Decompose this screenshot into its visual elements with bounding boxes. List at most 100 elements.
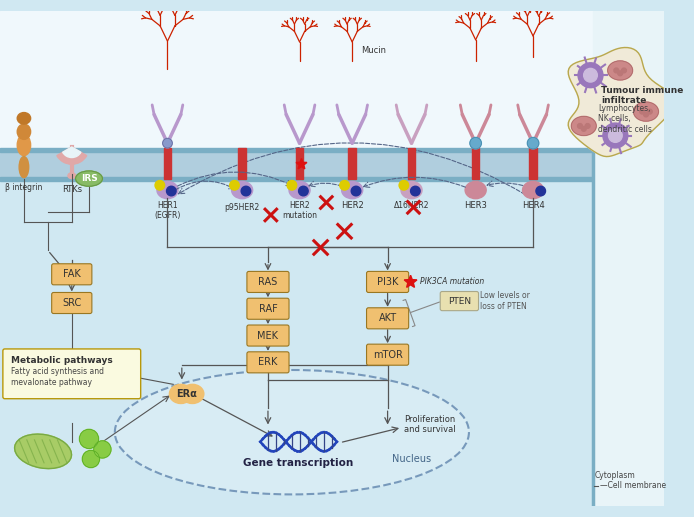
- Circle shape: [470, 138, 482, 149]
- Ellipse shape: [169, 384, 192, 403]
- FancyBboxPatch shape: [247, 271, 289, 293]
- Ellipse shape: [571, 116, 596, 135]
- Circle shape: [584, 68, 598, 82]
- FancyBboxPatch shape: [247, 352, 289, 373]
- Circle shape: [643, 112, 648, 117]
- Text: Metabolic pathways: Metabolic pathways: [12, 356, 113, 364]
- Ellipse shape: [232, 181, 253, 199]
- Text: PIK3CA mutation: PIK3CA mutation: [420, 278, 484, 286]
- Circle shape: [614, 68, 619, 73]
- FancyBboxPatch shape: [366, 344, 409, 365]
- Ellipse shape: [68, 173, 76, 178]
- Ellipse shape: [465, 181, 486, 199]
- Ellipse shape: [181, 384, 204, 403]
- Circle shape: [609, 129, 623, 142]
- Circle shape: [287, 180, 296, 190]
- Wedge shape: [57, 147, 87, 164]
- Bar: [593, 11, 664, 506]
- FancyBboxPatch shape: [366, 271, 409, 293]
- Ellipse shape: [157, 181, 178, 199]
- Circle shape: [230, 180, 239, 190]
- Circle shape: [622, 68, 627, 73]
- Bar: [472, 148, 480, 178]
- Circle shape: [648, 109, 652, 114]
- Text: Proliferation
and survival: Proliferation and survival: [404, 415, 455, 434]
- Text: SRC: SRC: [62, 298, 81, 308]
- Text: AKT: AKT: [378, 313, 397, 323]
- Ellipse shape: [608, 61, 633, 80]
- FancyBboxPatch shape: [51, 264, 92, 285]
- Text: HER1
(EGFR): HER1 (EGFR): [154, 201, 180, 220]
- Bar: [0, 150, 593, 506]
- Text: Cytoplasm: Cytoplasm: [594, 471, 635, 480]
- Circle shape: [577, 124, 582, 128]
- Bar: [407, 148, 415, 178]
- Circle shape: [399, 180, 409, 190]
- Circle shape: [536, 186, 545, 196]
- Text: RTKs: RTKs: [62, 185, 82, 194]
- Circle shape: [603, 123, 628, 148]
- Text: HER4: HER4: [522, 201, 544, 209]
- Circle shape: [411, 186, 420, 196]
- Ellipse shape: [17, 113, 31, 124]
- Bar: [0, 150, 593, 178]
- Text: —Cell membrane: —Cell membrane: [600, 481, 666, 490]
- Bar: [530, 148, 537, 178]
- Ellipse shape: [634, 102, 659, 121]
- FancyBboxPatch shape: [440, 292, 479, 311]
- Ellipse shape: [19, 157, 28, 178]
- Bar: [0, 177, 593, 180]
- FancyBboxPatch shape: [3, 349, 141, 399]
- Circle shape: [162, 139, 172, 148]
- Bar: [164, 148, 171, 178]
- Text: FAK: FAK: [63, 269, 81, 279]
- Text: β integrin: β integrin: [6, 184, 42, 192]
- Circle shape: [527, 138, 539, 149]
- Ellipse shape: [289, 181, 310, 199]
- Circle shape: [298, 186, 308, 196]
- Circle shape: [155, 180, 164, 190]
- Polygon shape: [568, 48, 675, 157]
- Bar: [296, 148, 303, 178]
- Text: Fatty acid synthesis and
mevalonate pathway: Fatty acid synthesis and mevalonate path…: [12, 367, 105, 387]
- Circle shape: [578, 63, 603, 88]
- Text: p95HER2: p95HER2: [224, 203, 260, 211]
- Ellipse shape: [115, 370, 469, 494]
- Text: RAF: RAF: [259, 304, 278, 314]
- Circle shape: [640, 109, 645, 114]
- Polygon shape: [404, 275, 417, 287]
- Circle shape: [167, 186, 176, 196]
- Bar: [238, 148, 246, 178]
- Circle shape: [79, 429, 99, 448]
- Ellipse shape: [76, 171, 103, 186]
- Text: PI3K: PI3K: [377, 277, 398, 287]
- Circle shape: [242, 186, 251, 196]
- Ellipse shape: [341, 181, 363, 199]
- FancyBboxPatch shape: [247, 298, 289, 320]
- Circle shape: [351, 186, 361, 196]
- Text: HER3: HER3: [464, 201, 487, 209]
- Polygon shape: [296, 159, 307, 169]
- Circle shape: [83, 450, 99, 467]
- Circle shape: [582, 127, 586, 131]
- Text: Lymphocytes,
NK cells,
dendritic cells: Lymphocytes, NK cells, dendritic cells: [598, 104, 652, 134]
- Text: RAS: RAS: [258, 277, 278, 287]
- Bar: [348, 148, 356, 178]
- Ellipse shape: [523, 181, 543, 199]
- Ellipse shape: [401, 181, 422, 199]
- Text: Gene transcription: Gene transcription: [244, 458, 354, 468]
- Text: Δ16HER2: Δ16HER2: [393, 201, 430, 209]
- Text: mTOR: mTOR: [373, 349, 403, 360]
- Circle shape: [340, 180, 349, 190]
- Text: Nucleus: Nucleus: [392, 454, 431, 464]
- Text: Tumour immune
infiltrate: Tumour immune infiltrate: [601, 86, 684, 105]
- Circle shape: [618, 71, 623, 75]
- Text: Mucin: Mucin: [361, 45, 386, 55]
- Wedge shape: [62, 147, 81, 158]
- Text: PTEN: PTEN: [448, 297, 471, 306]
- FancyBboxPatch shape: [247, 325, 289, 346]
- Ellipse shape: [15, 434, 71, 468]
- Text: HER2: HER2: [341, 201, 364, 209]
- FancyBboxPatch shape: [366, 308, 409, 329]
- Circle shape: [94, 441, 111, 458]
